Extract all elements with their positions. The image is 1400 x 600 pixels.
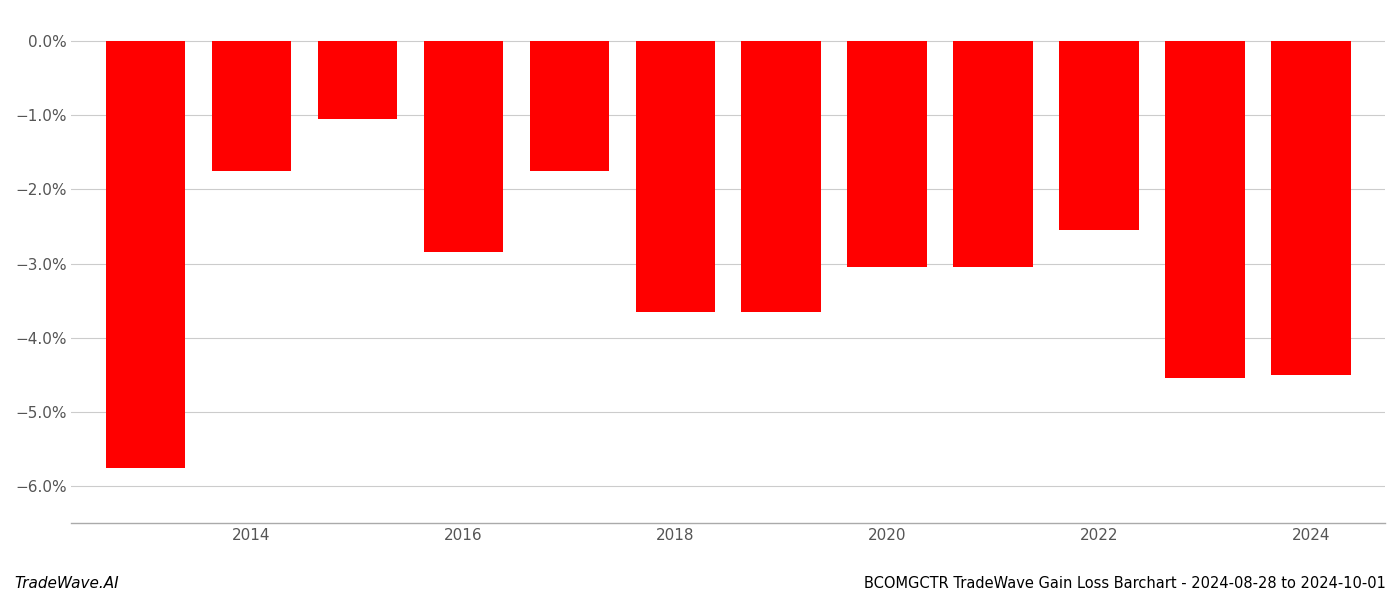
Text: BCOMGCTR TradeWave Gain Loss Barchart - 2024-08-28 to 2024-10-01: BCOMGCTR TradeWave Gain Loss Barchart - …	[864, 576, 1386, 591]
Bar	[106, 41, 185, 467]
Bar	[847, 41, 927, 267]
Bar	[424, 41, 503, 253]
Bar	[211, 41, 291, 171]
Bar	[742, 41, 820, 312]
Bar	[1060, 41, 1138, 230]
Bar	[953, 41, 1033, 267]
Text: TradeWave.AI: TradeWave.AI	[14, 576, 119, 591]
Bar	[529, 41, 609, 171]
Bar	[1271, 41, 1351, 375]
Bar	[1165, 41, 1245, 379]
Bar	[318, 41, 398, 119]
Bar	[636, 41, 715, 312]
